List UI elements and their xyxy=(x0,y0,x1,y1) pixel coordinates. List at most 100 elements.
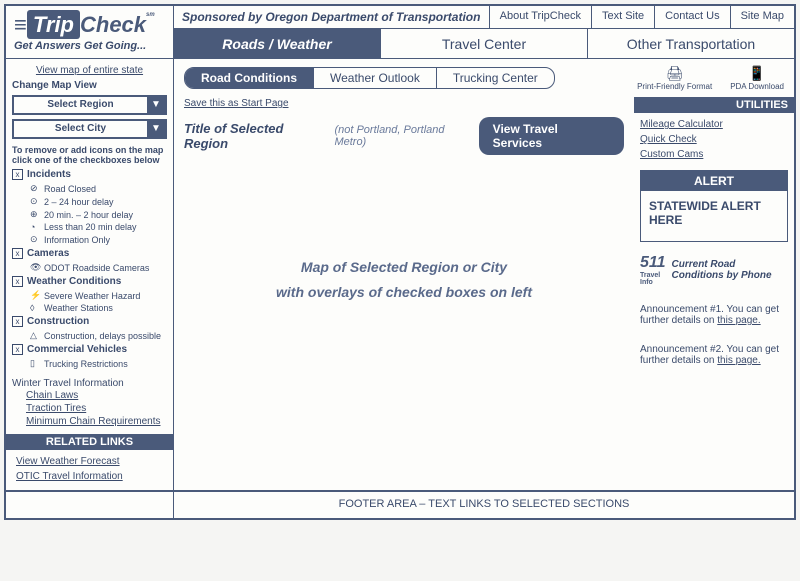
legend-icon: △ xyxy=(30,330,40,341)
util-link-quick-check[interactable]: Quick Check xyxy=(640,132,788,147)
legend-item: ⊕20 min. – 2 hour delay xyxy=(30,208,167,221)
legend-icon: 👁 xyxy=(30,262,40,273)
legend-item: ⊘Road Closed xyxy=(30,182,167,195)
legend-text: Construction, delays possible xyxy=(44,331,161,341)
ann2-link[interactable]: this page. xyxy=(717,355,760,366)
winter-header: Winter Travel Information xyxy=(12,378,167,389)
alert-box: ALERT STATEWIDE ALERT HERE xyxy=(640,170,788,242)
logo-area: ≡TripChecksm Get Answers Get Going... xyxy=(6,6,174,58)
chevron-down-icon: ▼ xyxy=(147,97,165,113)
pda-icon: 📱 xyxy=(730,65,784,82)
legend-item: ⊙ 2 – 24 hour delay xyxy=(30,195,167,208)
toplink-text-site[interactable]: Text Site xyxy=(591,6,654,28)
footer-text: FOOTER AREA – TEXT LINKS TO SELECTED SEC… xyxy=(174,492,794,518)
checkbox-3[interactable]: x xyxy=(12,316,23,327)
group-label: Cameras xyxy=(27,248,69,259)
ann1-link[interactable]: this page. xyxy=(717,315,760,326)
toplink-sitemap[interactable]: Site Map xyxy=(730,6,794,28)
sidebar: View map of entire state Change Map View… xyxy=(6,59,174,490)
group-label: Construction xyxy=(27,316,89,327)
legend-text: 2 – 24 hour delay xyxy=(44,197,114,207)
print-label: Print-Friendly Format xyxy=(637,82,712,91)
legend-text: Trucking Restrictions xyxy=(44,359,128,369)
legend-text: Information Only xyxy=(44,235,110,245)
footer-spacer xyxy=(6,492,174,518)
alert-header: ALERT xyxy=(641,171,787,191)
select-city-dropdown[interactable]: Select City ▼ xyxy=(12,119,167,139)
legend-icon: ⊙ xyxy=(30,196,40,207)
related-link-otic[interactable]: OTIC Travel Information xyxy=(16,469,167,484)
legend-item: 👁 ODOT Roadside Cameras xyxy=(30,261,167,274)
info-511: 511Travel Info Current Road Conditions b… xyxy=(640,254,788,286)
announcement-2: Announcement #2. You can get further det… xyxy=(640,344,788,366)
logo-check: Check xyxy=(80,12,146,37)
map-text-1: Map of Selected Region or City xyxy=(184,255,624,280)
legend-icon: ▯ xyxy=(30,358,40,369)
print-friendly-button[interactable]: 🖨Print-Friendly Format xyxy=(637,65,712,91)
checkbox-4[interactable]: x xyxy=(12,344,23,355)
group-label: Commercial Vehicles xyxy=(27,344,127,355)
save-start-page-link[interactable]: Save this as Start Page xyxy=(184,98,289,109)
logo-trip: Trip xyxy=(27,10,80,39)
select-region-label: Select Region xyxy=(14,97,147,113)
sponsor-text: Sponsored by Oregon Department of Transp… xyxy=(174,6,489,28)
alert-body: STATEWIDE ALERT HERE xyxy=(641,191,787,241)
view-state-map-link[interactable]: View map of entire state xyxy=(12,65,167,76)
map-text-2: with overlays of checked boxes on left xyxy=(184,280,624,305)
legend-item: △ Construction, delays possible xyxy=(30,329,167,342)
view-travel-services-button[interactable]: View Travel Services xyxy=(479,117,624,155)
info-511-logo: 511Travel Info xyxy=(640,254,666,286)
winter-link-traction-tires[interactable]: Traction Tires xyxy=(26,402,167,415)
announcement-1: Announcement #1. You can get further det… xyxy=(640,304,788,326)
pda-label: PDA Download xyxy=(730,82,784,91)
region-note: (not Portland, Portland Metro) xyxy=(334,124,478,148)
related-link-weather[interactable]: View Weather Forecast xyxy=(16,454,167,469)
legend-text: 20 min. – 2 hour delay xyxy=(44,210,133,220)
region-title: Title of Selected Region xyxy=(184,121,330,151)
legend-text: Less than 20 min delay xyxy=(44,222,137,232)
legend-item: ⚡Severe Weather Hazard xyxy=(30,289,167,302)
winter-link-min-chain[interactable]: Minimum Chain Requirements xyxy=(26,415,167,428)
toplink-about[interactable]: About TripCheck xyxy=(489,6,591,28)
legend-item: ⊙ Information Only xyxy=(30,233,167,246)
tagline: Get Answers Get Going... xyxy=(14,40,165,52)
tab-travel-center[interactable]: Travel Center xyxy=(380,29,587,58)
util-link-mileage[interactable]: Mileage Calculator xyxy=(640,117,788,132)
legend-text: Road Closed xyxy=(44,184,96,194)
pda-download-button[interactable]: 📱PDA Download xyxy=(730,65,784,91)
winter-link-chain-laws[interactable]: Chain Laws xyxy=(26,389,167,402)
legend-icon: ◊ xyxy=(30,303,40,313)
util-link-custom-cams[interactable]: Custom Cams xyxy=(640,147,788,162)
subtab-weather-outlook[interactable]: Weather Outlook xyxy=(313,68,436,88)
tab-other-transport[interactable]: Other Transportation xyxy=(587,29,794,58)
change-map-view-label: Change Map View xyxy=(12,80,167,91)
checkbox-2[interactable]: x xyxy=(12,276,23,287)
group-label: Incidents xyxy=(27,169,71,180)
map-placeholder: Map of Selected Region or City with over… xyxy=(184,255,624,305)
checkbox-1[interactable]: x xyxy=(12,248,23,259)
info-511-sub: Travel Info xyxy=(640,272,666,286)
legend-icon: ⊙ xyxy=(30,234,40,245)
subtab-trucking-center[interactable]: Trucking Center xyxy=(436,68,554,88)
toplink-contact[interactable]: Contact Us xyxy=(654,6,729,28)
legend-text: Severe Weather Hazard xyxy=(44,291,140,301)
related-links-header: RELATED LINKS xyxy=(6,434,173,450)
sidebar-note: To remove or add icons on the map click … xyxy=(12,145,167,165)
legend-text: ODOT Roadside Cameras xyxy=(44,263,149,273)
subtab-road-conditions[interactable]: Road Conditions xyxy=(185,68,313,88)
logo: ≡TripChecksm xyxy=(14,12,165,38)
tab-roads-weather[interactable]: Roads / Weather xyxy=(174,29,380,58)
group-label: Weather Conditions xyxy=(27,276,121,287)
legend-item: ▯ Trucking Restrictions xyxy=(30,357,167,370)
select-region-dropdown[interactable]: Select Region ▼ xyxy=(12,95,167,115)
info-511-number: 511 xyxy=(640,254,666,271)
info-511-text: Current Road Conditions by Phone xyxy=(672,259,788,281)
logo-sm: sm xyxy=(146,12,155,18)
checkbox-0[interactable]: x xyxy=(12,169,23,180)
printer-icon: 🖨 xyxy=(637,65,712,82)
legend-item: ◊ Weather Stations xyxy=(30,302,167,314)
utilities-header: UTILITIES xyxy=(634,97,794,113)
legend-text: Weather Stations xyxy=(44,303,113,313)
legend-icon: ◔ xyxy=(30,222,40,232)
chevron-down-icon: ▼ xyxy=(147,121,165,137)
